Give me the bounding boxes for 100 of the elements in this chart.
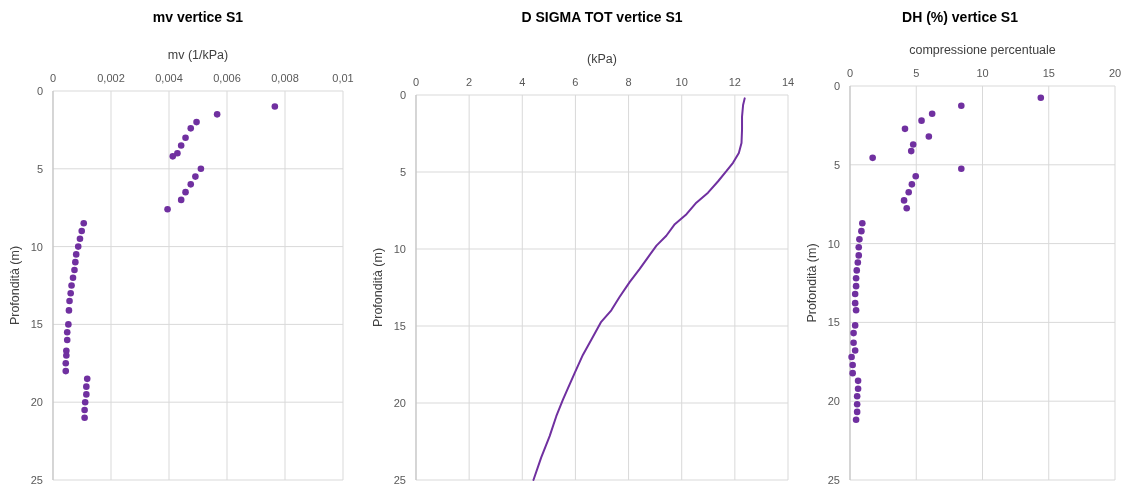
point [83,375,91,383]
point [855,252,863,259]
point [925,133,933,140]
point [81,398,89,406]
point [851,347,859,354]
chart-title: DH (%) vertice S1 [902,9,1019,25]
x-tick-label: 0,006 [213,72,241,84]
point [852,274,860,282]
y-tick-label: 25 [30,474,43,486]
point [76,235,84,243]
point [80,219,88,227]
point [169,153,177,160]
point [69,274,77,282]
point [193,118,200,126]
y-tick-label: 0 [399,89,406,101]
x-tick-label: 12 [728,76,741,88]
point [187,181,195,188]
point [849,361,856,369]
point [65,321,72,328]
y-tick-label: 25 [393,474,406,486]
x-tick-label: 6 [572,76,579,88]
x-tick-label: 0 [846,67,854,79]
point [958,102,965,109]
point [900,197,908,204]
y-tick-label: 25 [827,474,840,486]
y-tick-label: 10 [30,240,43,253]
point [907,147,915,155]
point [851,290,859,298]
y-tick-label: 5 [833,158,840,171]
point [853,267,861,274]
point [918,117,925,124]
x-tick-label: 5 [913,67,920,79]
y-tick-label: 15 [827,316,840,329]
x-tick-label: 0 [49,72,57,84]
chart-title: D SIGMA TOT vertice S1 [521,9,683,25]
x-tick-label: 15 [1042,67,1055,79]
point [177,196,185,204]
point [958,165,965,173]
point [854,377,862,385]
x-axis-title: mv (1/kPa) [167,48,229,62]
point [908,181,916,188]
y-tick-label: 10 [827,237,840,250]
point [912,173,920,180]
y-tick-label: 15 [30,318,43,331]
line-series [532,97,746,481]
point [81,406,88,414]
point [63,352,70,359]
point [853,393,861,400]
point [903,205,911,212]
point [901,125,909,133]
point [68,282,75,289]
y-tick-label: 15 [393,320,406,332]
y-tick-label: 5 [36,162,43,175]
point [67,289,74,297]
point [859,219,866,227]
point [905,188,912,196]
point [177,142,185,149]
x-tick-label: 14 [781,76,795,88]
y-tick-label: 20 [30,396,43,409]
point [851,322,859,329]
y-axis-title: Profondità (m) [371,247,385,328]
point [869,154,876,162]
x-tick-label: 20 [1108,67,1122,79]
point [164,205,171,213]
x-tick-label: 8 [625,76,632,88]
y-tick-label: 20 [827,395,840,408]
point [187,125,195,132]
point [851,299,859,307]
point [71,266,78,274]
point [1037,94,1045,102]
point [271,103,279,110]
x-tick-label: 0,008 [271,72,299,84]
point [848,353,855,361]
point [78,227,86,235]
point [854,385,862,393]
point [63,336,71,344]
point [182,134,189,141]
point [853,400,861,408]
point [62,367,70,375]
chart-title: mv vertice S1 [152,9,244,25]
point [855,243,863,251]
point [852,282,860,290]
y-axis-title: Profondità (m) [8,245,22,326]
point [854,259,862,266]
point [853,408,861,416]
point [928,110,936,118]
x-tick-label: 0,004 [155,72,183,84]
point [74,243,82,250]
point [192,173,199,180]
point [852,416,860,424]
point [850,339,857,347]
point [197,165,205,173]
y-tick-label: 5 [399,166,406,178]
point [858,227,865,235]
point [65,307,73,314]
x-tick-label: 0,01 [332,72,354,84]
x-tick-label: 10 [976,67,989,79]
point [72,258,79,266]
x-axis-title: (kPa) [587,52,617,66]
x-tick-label: 0 [412,76,420,88]
